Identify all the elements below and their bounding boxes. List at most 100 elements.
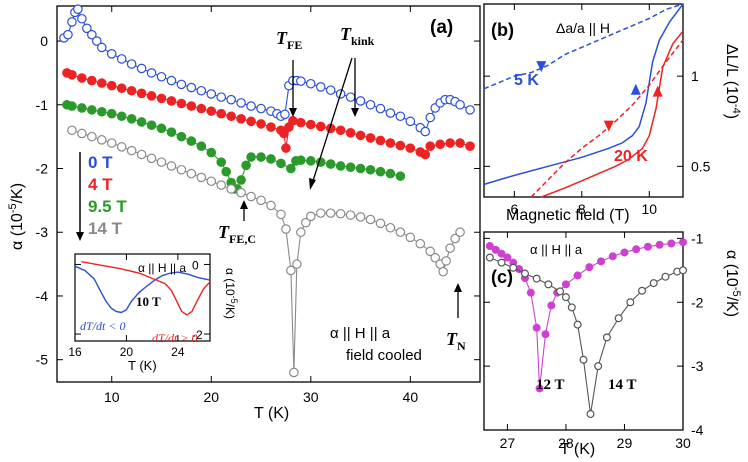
data-point [87, 131, 97, 142]
panel-a-label: (a) [430, 17, 453, 38]
data-point [385, 138, 396, 148]
data-point [67, 17, 77, 27]
data-point [305, 78, 316, 89]
data-point [632, 245, 641, 254]
x-tick-label: 20 [203, 389, 219, 405]
data-point [87, 105, 97, 115]
data-point [315, 82, 326, 92]
data-point [425, 246, 436, 257]
marker-TN-arrowhead [454, 283, 462, 292]
x-tick-label: 30 [675, 435, 691, 451]
data-point [106, 108, 117, 119]
data-point [176, 164, 187, 175]
data-point [561, 280, 570, 289]
panel-b-xlabel: Magnetic field (T) [506, 207, 630, 224]
data-point [196, 172, 207, 183]
data-point [385, 108, 396, 118]
data-point [126, 145, 137, 156]
data-point [335, 125, 346, 136]
data-point [532, 323, 541, 332]
series-line [483, 3, 684, 186]
data-point [246, 191, 256, 202]
series-line [530, 39, 684, 198]
data-point [286, 265, 296, 276]
data-point [296, 76, 306, 86]
data-point [586, 410, 595, 419]
data-point [375, 166, 386, 177]
inset-ticks: 16 20 24 0 -2 [68, 254, 210, 359]
data-point [166, 96, 177, 106]
data-point [186, 101, 197, 111]
inset-panel: 16 20 24 0 -2 α || H || a 10 T dT/dt < 0 dT/… [68, 253, 239, 373]
inset-ylabel: α (10-5/K) [223, 268, 239, 319]
data-point [355, 163, 366, 174]
data-point [226, 184, 236, 194]
data-point [146, 68, 157, 78]
data-point [395, 111, 406, 122]
data-point [73, 4, 83, 14]
data-point [136, 88, 147, 99]
data-point [206, 106, 217, 116]
data-point [315, 208, 326, 218]
data-point [226, 111, 236, 122]
data-point [497, 249, 506, 258]
panel-c-xlabel: T (K) [560, 441, 595, 458]
data-point [276, 158, 286, 169]
data-point [226, 94, 236, 105]
data-point [585, 263, 594, 272]
data-point [325, 208, 336, 218]
x-tick-label: 28 [558, 435, 574, 451]
data-point [221, 166, 231, 177]
data-point [286, 163, 296, 174]
data-point [116, 54, 127, 64]
marker-TFE: TFE [276, 28, 302, 52]
data-point [365, 214, 376, 225]
data-point [176, 98, 187, 109]
data-point [146, 153, 157, 164]
data-point [661, 272, 670, 281]
data-point [315, 121, 326, 132]
arrow-5K-up [630, 83, 641, 95]
inset-frame [74, 253, 211, 342]
x-tick-label: 8 [578, 201, 586, 217]
data-point [166, 127, 177, 137]
marker-TFE-arrowhead [289, 108, 297, 117]
label-14T: 14 T [608, 377, 636, 393]
data-point [87, 75, 97, 86]
panel-a-legend: 0 T 4 T 9.5 T 14 T [76, 152, 127, 241]
x-tick-label: 30 [303, 389, 319, 405]
panel-a-ylabel: α (10-5/K) [7, 183, 26, 250]
data-point [176, 131, 187, 142]
panel-c-ylabel: α (10-5/K) [723, 250, 742, 317]
y-tick-label: -4 [691, 422, 704, 438]
arrow-5K-down [536, 61, 547, 73]
data-point [678, 266, 687, 275]
data-point [176, 79, 187, 90]
marker-TFEC-arrowhead [240, 200, 248, 209]
data-point [395, 171, 406, 181]
data-point [395, 227, 406, 238]
inset-xlabel: T (K) [128, 358, 157, 373]
panel-b: 6 8 10 0.5 1 (b) Δa/a || H 5 K 20 K Magnetic… [483, 3, 742, 224]
data-point [106, 80, 117, 91]
data-point [216, 180, 227, 190]
data-point [405, 143, 416, 153]
data-point [365, 164, 376, 175]
data-point [420, 126, 431, 137]
data-point [166, 161, 177, 171]
data-point [541, 330, 550, 339]
data-point [289, 367, 299, 378]
marker-TFEC: TFE,C [218, 222, 256, 246]
data-point [465, 105, 475, 115]
marker-Tkink-arrowhead2 [309, 178, 316, 190]
panel-c-frame [483, 231, 684, 431]
data-point [425, 112, 436, 123]
panel-c-series [485, 238, 687, 419]
data-point [503, 253, 512, 262]
data-point [335, 208, 346, 219]
label-20K: 20 K [614, 148, 648, 165]
data-point [375, 103, 386, 114]
data-point [126, 114, 137, 124]
data-point [106, 48, 117, 59]
y-tick-label: -2 [192, 328, 203, 342]
